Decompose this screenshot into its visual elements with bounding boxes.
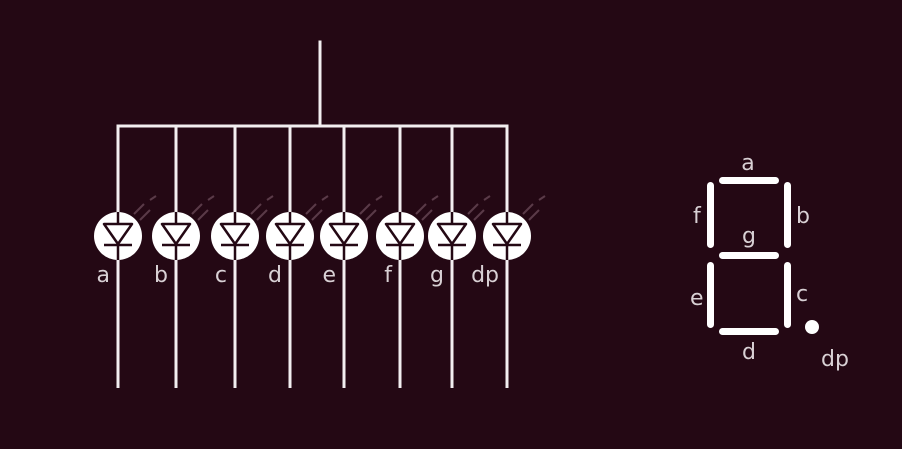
segment-g	[719, 252, 779, 259]
segment-b	[784, 182, 791, 248]
led-a: a	[94, 126, 157, 388]
light-emission-icon	[133, 195, 157, 221]
led-d: d	[266, 126, 329, 388]
segment-label-b: b	[796, 204, 810, 229]
light-emission-icon	[250, 195, 274, 221]
light-emission-icon	[522, 195, 546, 221]
led-g: g	[428, 126, 491, 388]
light-emission-icon	[305, 195, 329, 221]
segment-dp	[805, 320, 819, 334]
led-label-a: a	[97, 263, 110, 288]
light-emission-icon	[191, 195, 215, 221]
segment-label-f: f	[693, 204, 702, 229]
led-label-e: e	[322, 263, 336, 288]
common-anode-led-circuit	[116, 40, 509, 128]
light-emission-icon	[359, 195, 383, 221]
led-label-dp: dp	[471, 263, 499, 288]
light-emission-icon	[415, 195, 439, 221]
segment-label-g: g	[742, 224, 756, 249]
led-dp: dp	[471, 126, 546, 388]
segment-label-e: e	[690, 286, 704, 311]
segment-c	[784, 262, 791, 328]
led-label-g: g	[430, 263, 444, 288]
led-group: a b c d e f g dp	[94, 126, 546, 388]
segment-label-dp: dp	[821, 347, 849, 372]
light-emission-icon	[467, 195, 491, 221]
segment-e	[707, 262, 714, 328]
led-b: b	[152, 126, 215, 388]
segment-a	[719, 177, 779, 184]
led-e: e	[320, 126, 383, 388]
led-f: f	[376, 126, 439, 388]
led-label-b: b	[154, 263, 168, 288]
segment-label-d: d	[742, 340, 756, 365]
led-label-d: d	[268, 263, 282, 288]
seven-segment-display	[707, 177, 819, 335]
segment-label-c: c	[796, 282, 808, 307]
led-c: c	[211, 126, 274, 388]
led-label-f: f	[384, 263, 393, 288]
segment-label-a: a	[741, 151, 754, 176]
led-label-c: c	[215, 263, 227, 288]
segment-f	[707, 182, 714, 248]
segment-d	[719, 328, 779, 335]
